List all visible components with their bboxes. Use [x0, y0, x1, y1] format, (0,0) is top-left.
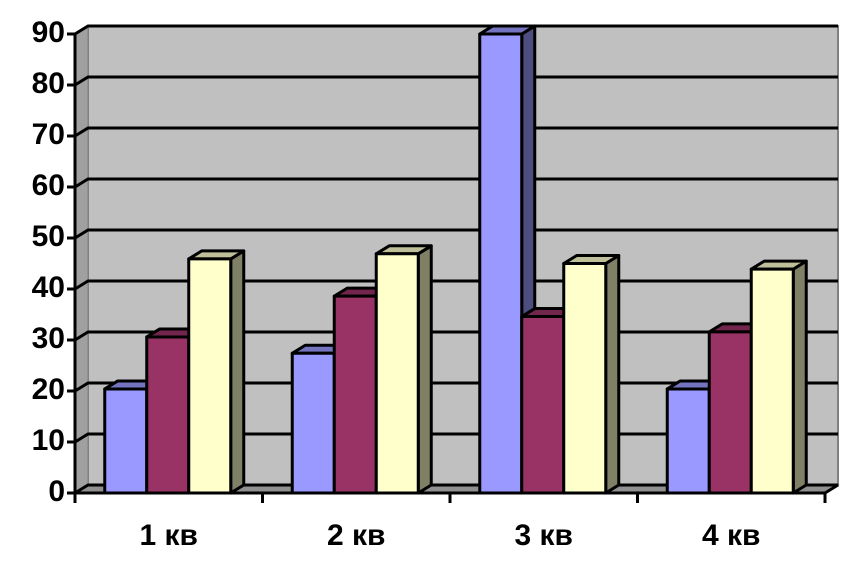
- x-tick-label: 1 кв: [140, 519, 198, 552]
- y-tick-label: 0: [48, 475, 65, 508]
- bar: [187, 249, 246, 495]
- grid-line: [74, 24, 838, 36]
- bar: [332, 286, 391, 495]
- bar-front: [145, 335, 191, 495]
- y-tick-label: 70: [32, 118, 65, 151]
- grid-line: [74, 75, 838, 87]
- bar-side: [791, 259, 808, 495]
- bar-front: [520, 315, 566, 495]
- bar: [374, 244, 433, 495]
- bar: [562, 254, 621, 495]
- bar-side: [416, 244, 433, 495]
- x-tick-label: 4 кв: [702, 519, 760, 552]
- y-tick-label: 60: [32, 169, 65, 202]
- grid-line: [74, 228, 838, 240]
- bar: [478, 24, 537, 495]
- bar-front: [562, 262, 608, 495]
- side-wall: [74, 25, 89, 494]
- bar-front: [478, 32, 524, 495]
- bar-front: [374, 252, 420, 495]
- grid-line: [74, 126, 838, 138]
- bar-front: [707, 330, 753, 495]
- y-tick-label: 30: [32, 322, 65, 355]
- y-tick-label: 10: [32, 424, 65, 457]
- bar-side: [604, 254, 621, 495]
- y-tick-label: 40: [32, 271, 65, 304]
- bar-front: [103, 387, 149, 495]
- y-tick-label: 90: [32, 16, 65, 49]
- bar-front: [665, 387, 711, 495]
- x-tick-label: 2 кв: [327, 519, 385, 552]
- grid-line: [74, 177, 838, 189]
- bar-front: [332, 294, 378, 495]
- y-tick-label: 50: [32, 220, 65, 253]
- bar-front: [187, 257, 233, 495]
- bar-front: [749, 267, 795, 495]
- bar: [749, 259, 808, 495]
- x-axis-back: [824, 483, 839, 495]
- y-tick-label: 80: [32, 67, 65, 100]
- x-tick-label: 3 кв: [515, 519, 573, 552]
- y-tick-label: 20: [32, 373, 65, 406]
- bar-side: [229, 249, 246, 495]
- bar-front: [290, 351, 336, 495]
